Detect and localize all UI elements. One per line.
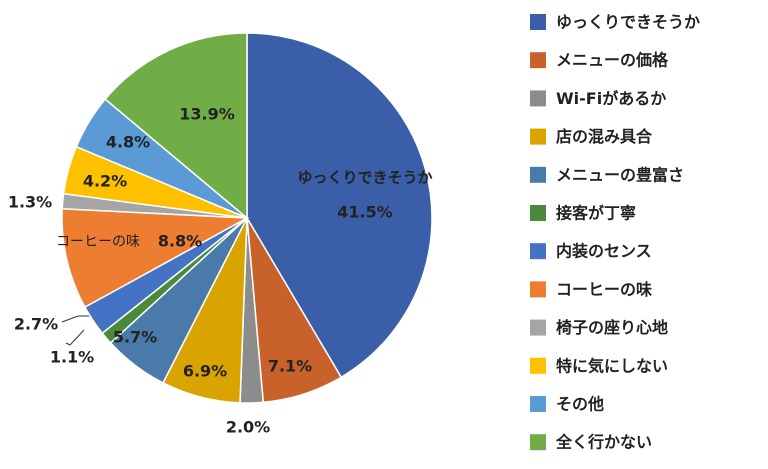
data-label: 1.3% <box>8 193 52 212</box>
legend-label: その他 <box>556 395 604 414</box>
data-label: 8.8% <box>158 232 202 251</box>
data-label: 4.8% <box>106 133 150 152</box>
data-label: 4.2% <box>83 172 127 191</box>
legend-swatch <box>530 281 546 298</box>
data-label: 13.9% <box>179 105 235 124</box>
leader-line <box>61 315 90 323</box>
legend-label: ゆっくりできそうか <box>556 13 700 32</box>
legend-swatch <box>530 243 546 260</box>
legend-label: 店の混み具合 <box>556 127 653 146</box>
legend-swatch <box>530 319 546 336</box>
legend-label: 全く行かない <box>555 433 652 452</box>
data-label: 41.5% <box>337 203 393 222</box>
slice-name: コーヒーの味 <box>56 234 140 250</box>
legend-swatch <box>530 205 546 221</box>
legend-label: 接客が丁寧 <box>556 204 636 223</box>
legend-swatch <box>530 90 546 107</box>
slice-name: ゆっくりできそうか <box>297 169 432 187</box>
legend-label: 特に気にしない <box>556 356 668 375</box>
legend-label: 椅子の座り心地 <box>556 318 668 337</box>
data-label: 1.1% <box>50 348 94 367</box>
pie-slice <box>61 207 250 309</box>
leader-line <box>65 329 85 346</box>
data-label: 5.7% <box>113 328 157 347</box>
legend-swatch <box>530 128 546 145</box>
legend-label: コーヒーの味 <box>556 280 652 299</box>
legend-swatch <box>530 434 546 451</box>
legend-label: Wi-Fiがあるか <box>556 89 666 108</box>
legend-swatch <box>530 396 546 412</box>
legend-swatch <box>530 52 546 69</box>
legend-swatch <box>530 14 546 30</box>
legend-swatch <box>530 357 546 374</box>
data-label: 6.9% <box>183 362 227 381</box>
legend-label: 内装のセンス <box>556 242 652 261</box>
legend-swatch <box>530 166 546 183</box>
pie-slice <box>246 32 433 379</box>
data-label: 7.1% <box>268 357 312 376</box>
data-label: 2.7% <box>14 315 58 334</box>
pie-slice <box>104 32 248 220</box>
legend-label: メニューの価格 <box>556 51 669 70</box>
data-label: 2.0% <box>226 418 270 437</box>
legend-label: メニューの豊富さ <box>556 165 684 184</box>
